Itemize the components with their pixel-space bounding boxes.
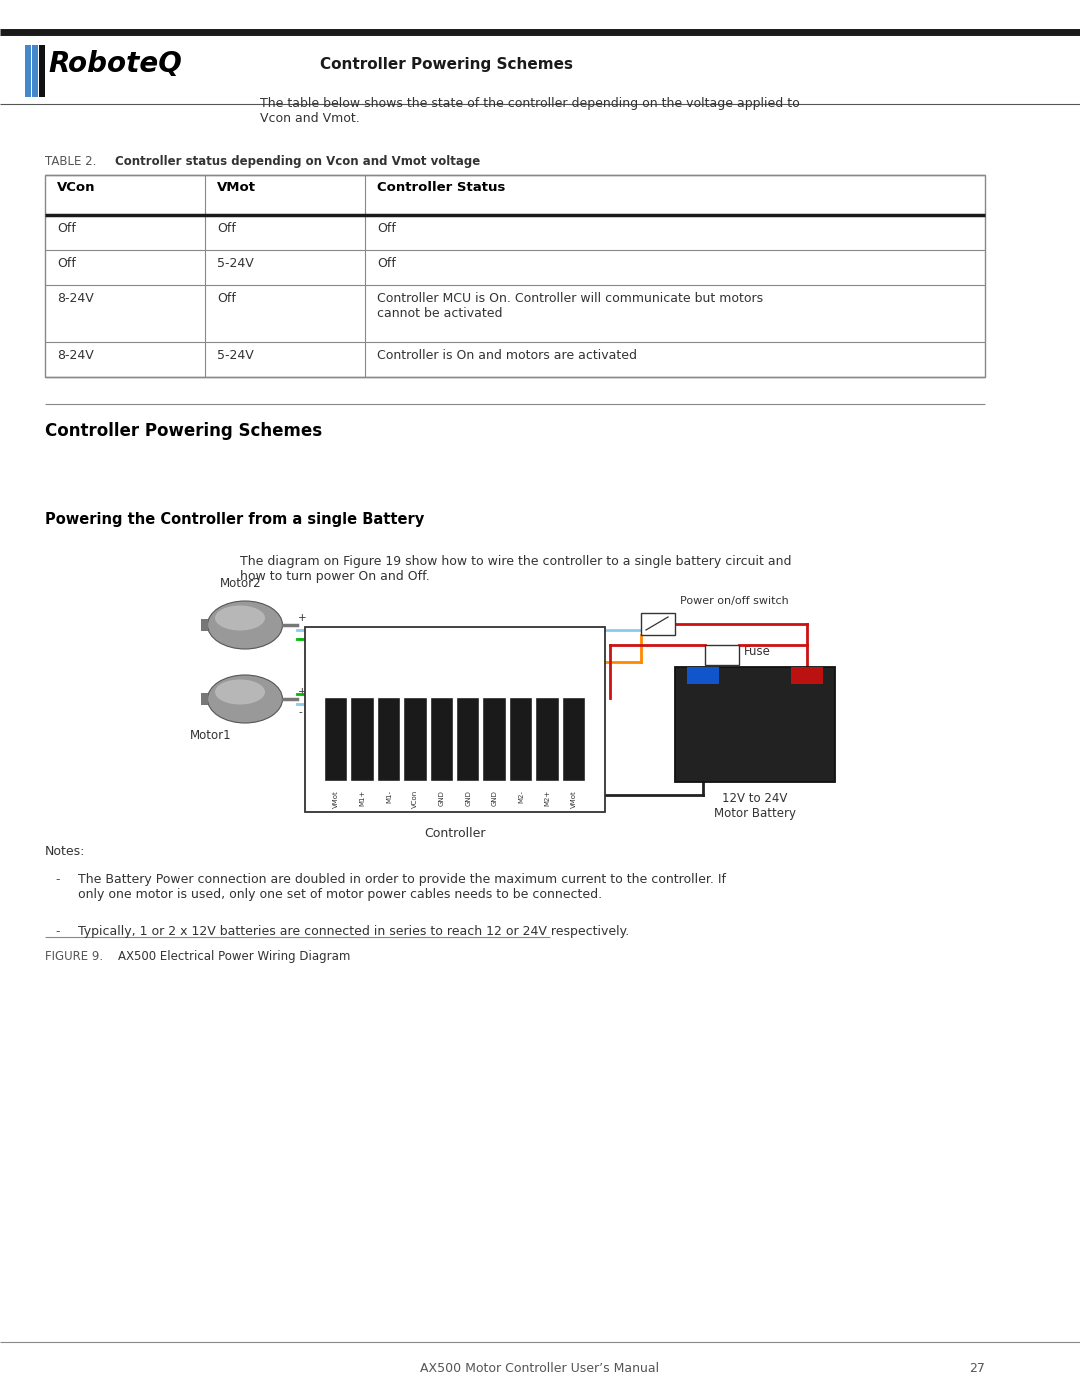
- Text: GND: GND: [491, 789, 498, 806]
- Text: Controller Status: Controller Status: [377, 182, 505, 194]
- Ellipse shape: [215, 679, 265, 704]
- Bar: [201, 693, 208, 705]
- Text: Off: Off: [217, 222, 235, 235]
- Bar: [45, 175, 985, 377]
- Text: The Battery Power connection are doubled in order to provide the maximum current: The Battery Power connection are doubled…: [78, 873, 726, 901]
- Ellipse shape: [215, 605, 265, 630]
- Text: VMot: VMot: [571, 789, 577, 807]
- Text: The diagram on Figure 19 show how to wire the controller to a single battery cir: The diagram on Figure 19 show how to wir…: [240, 555, 792, 583]
- Text: Controller Powering Schemes: Controller Powering Schemes: [45, 422, 322, 440]
- Text: Off: Off: [57, 257, 76, 270]
- Text: M1-: M1-: [386, 789, 392, 803]
- Bar: [687, 666, 719, 685]
- Text: Controller: Controller: [424, 827, 486, 840]
- Text: Power on/off switch: Power on/off switch: [680, 597, 788, 606]
- Text: Controller status depending on Vcon and Vmot voltage: Controller status depending on Vcon and …: [114, 155, 481, 168]
- Bar: [201, 619, 208, 631]
- Bar: [325, 698, 347, 780]
- Bar: [791, 666, 823, 685]
- Text: VCon: VCon: [57, 182, 95, 194]
- Text: TABLE 2.: TABLE 2.: [45, 155, 100, 168]
- Bar: [705, 645, 739, 665]
- Text: AX500 Electrical Power Wiring Diagram: AX500 Electrical Power Wiring Diagram: [118, 950, 350, 963]
- Ellipse shape: [207, 675, 283, 724]
- Text: Notes:: Notes:: [45, 845, 85, 858]
- Text: 8-24V: 8-24V: [57, 349, 94, 362]
- Text: Motor1: Motor1: [190, 729, 231, 742]
- Bar: [32, 45, 38, 96]
- Text: 5-24V: 5-24V: [217, 349, 254, 362]
- Bar: [351, 698, 373, 780]
- Text: 27: 27: [969, 1362, 985, 1375]
- Bar: [404, 698, 426, 780]
- Text: Typically, 1 or 2 x 12V batteries are connected in series to reach 12 or 24V res: Typically, 1 or 2 x 12V batteries are co…: [78, 925, 630, 937]
- Text: +: +: [298, 613, 307, 623]
- Text: M1+: M1+: [360, 789, 366, 806]
- Text: Off: Off: [217, 292, 235, 305]
- Bar: [536, 698, 557, 780]
- Text: M2-: M2-: [518, 789, 524, 803]
- Text: AX500 Motor Controller User’s Manual: AX500 Motor Controller User’s Manual: [420, 1362, 660, 1375]
- Text: 12V to 24V
Motor Battery: 12V to 24V Motor Battery: [714, 792, 796, 820]
- Text: GND: GND: [438, 789, 445, 806]
- Bar: [563, 698, 584, 780]
- Text: Controller MCU is On. Controller will communicate but motors
cannot be activated: Controller MCU is On. Controller will co…: [377, 292, 764, 320]
- Text: Off: Off: [377, 257, 396, 270]
- Text: VMot: VMot: [217, 182, 256, 194]
- Text: Powering the Controller from a single Battery: Powering the Controller from a single Ba…: [45, 511, 424, 527]
- Text: M2+: M2+: [544, 789, 551, 806]
- Text: -: -: [298, 707, 301, 717]
- Text: GND: GND: [465, 789, 471, 806]
- Text: Controller Powering Schemes: Controller Powering Schemes: [320, 56, 573, 71]
- Text: RoboteQ: RoboteQ: [48, 50, 181, 78]
- Bar: [39, 45, 45, 96]
- Text: Controller is On and motors are activated: Controller is On and motors are activate…: [377, 349, 637, 362]
- Bar: [510, 698, 531, 780]
- Ellipse shape: [207, 601, 283, 650]
- Text: 8-24V: 8-24V: [57, 292, 94, 305]
- Text: VMot: VMot: [334, 789, 339, 807]
- Text: Motor2: Motor2: [220, 577, 261, 590]
- Bar: [305, 627, 605, 812]
- Bar: [25, 45, 31, 96]
- Text: +: +: [298, 687, 307, 697]
- Text: Off: Off: [377, 222, 396, 235]
- Text: 5-24V: 5-24V: [217, 257, 254, 270]
- Text: VCon: VCon: [413, 789, 418, 809]
- Text: Fuse: Fuse: [744, 644, 771, 658]
- Text: FIGURE 9.: FIGURE 9.: [45, 950, 110, 963]
- Text: -: -: [55, 925, 59, 937]
- Bar: [675, 666, 835, 782]
- Bar: [484, 698, 504, 780]
- Text: The table below shows the state of the controller depending on the voltage appli: The table below shows the state of the c…: [260, 96, 800, 124]
- Bar: [642, 613, 675, 636]
- Bar: [457, 698, 478, 780]
- Text: Off: Off: [57, 222, 76, 235]
- Bar: [431, 698, 453, 780]
- Bar: [378, 698, 400, 780]
- Text: -: -: [298, 633, 301, 643]
- Text: -: -: [55, 873, 59, 886]
